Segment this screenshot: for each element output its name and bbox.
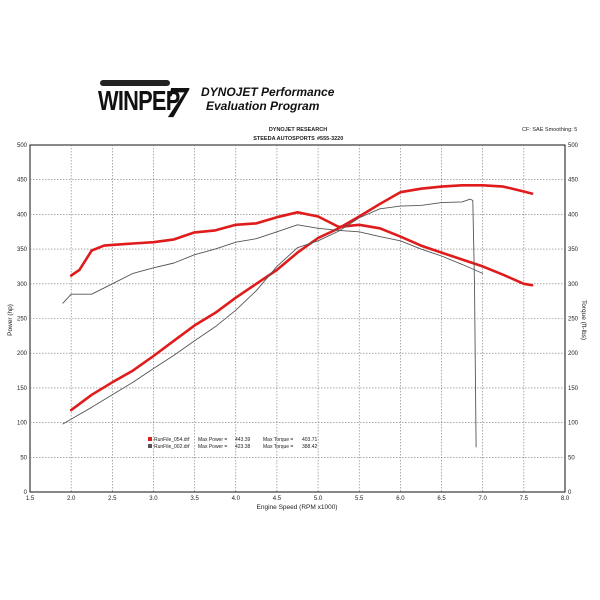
y-tick-label-right: 350 (568, 247, 579, 253)
settings-label: CF: SAE Smoothing: 5 (522, 127, 577, 133)
y-tick-label-right: 50 (568, 455, 575, 461)
y-tick-label-right: 150 (568, 386, 579, 392)
y-tick-label-left: 400 (17, 212, 28, 218)
y-tick-label-left: 150 (17, 386, 28, 392)
y-tick-label-right: 300 (568, 282, 579, 288)
x-tick-label: 4.0 (232, 496, 241, 502)
y-tick-labels-right: 0 50 100 150 200 250 300 350 400 450 500 (568, 143, 579, 496)
x-tick-label: 6.0 (396, 496, 405, 502)
y-tick-label-left: 350 (17, 247, 28, 253)
legend-maxpower-2: 423.38 (235, 444, 251, 450)
y-tick-label-left: 50 (20, 455, 27, 461)
y-tick-label-right: 100 (568, 421, 579, 427)
logo-wordmark: WINPEP (98, 85, 180, 116)
y-tick-label-right: 200 (568, 351, 579, 357)
x-tick-label: 7.0 (479, 496, 488, 502)
legend-file-1: RunFile_054.drf (154, 437, 190, 443)
y-tick-label-left: 450 (17, 178, 28, 184)
legend-maxtorque-label-1: Max Torque = (263, 437, 293, 443)
legend-maxpower-label-1: Max Power = (198, 437, 227, 443)
logo-seven: 7 (166, 78, 188, 127)
x-tick-label: 3.5 (190, 496, 199, 502)
y-axis-label-left: Power (hp) (7, 304, 14, 336)
winpep-logo: WINPEP 7 DYNOJET Performance Evaluation … (98, 75, 348, 130)
legend-swatch-red (148, 437, 152, 441)
logo-swoosh (100, 80, 170, 86)
x-tick-label: 2.5 (108, 496, 117, 502)
x-tick-label: 4.5 (273, 496, 282, 502)
y-tick-label-right: 400 (568, 212, 579, 218)
y-tick-label-left: 250 (17, 317, 28, 323)
legend-maxtorque-1: 403.71 (302, 437, 318, 443)
y-tick-label-left: 300 (17, 282, 28, 288)
y-tick-label-right: 0 (568, 490, 572, 496)
shop-label: STEEDA AUTOSPORTS (253, 136, 315, 142)
legend-maxtorque-label-2: Max Torque = (263, 444, 293, 450)
y-tick-labels-left: 0 50 100 150 200 250 300 350 400 450 500 (17, 143, 28, 496)
y-tick-label-left: 200 (17, 351, 28, 357)
series-line-gray-torque (62, 224, 484, 304)
y-tick-label-left: 100 (17, 421, 28, 427)
brand-subtitle: Evaluation Program (206, 99, 320, 113)
x-tick-label: 3.0 (149, 496, 158, 502)
y-tick-label-right: 500 (568, 143, 579, 149)
legend-swatch-gray (148, 444, 152, 448)
legend-file-2: RunFile_002.drf (154, 444, 190, 450)
series-line-gray-power (62, 198, 477, 448)
x-tick-label: 8.0 (561, 496, 570, 502)
research-label: DYNOJET RESEARCH (269, 127, 327, 133)
x-tick-label: 6.5 (437, 496, 446, 502)
phone-label: #555-3220 (317, 136, 343, 142)
x-tick-labels: 1.5 2.0 2.5 3.0 3.5 4.0 4.5 5.0 5.5 6.0 6.5 7.0 7.5 8… (26, 496, 570, 502)
series-line-red-torque (69, 211, 534, 287)
y-tick-label-right: 450 (568, 178, 579, 184)
x-tick-label: 5.5 (355, 496, 364, 502)
y-axis-label-right: Torque (ft-lbs) (580, 300, 587, 340)
series-layer (62, 184, 534, 448)
y-tick-label-left: 500 (17, 143, 28, 149)
x-tick-label: 1.5 (26, 496, 35, 502)
y-tick-label-right: 250 (568, 317, 579, 323)
legend-maxtorque-2: 388.42 (302, 444, 318, 450)
brand-title: DYNOJET Performance (201, 85, 335, 99)
x-tick-label: 2.0 (67, 496, 76, 502)
series-line-red-power (69, 184, 534, 412)
grid (29, 144, 566, 493)
legend: RunFile_054.drf Max Power = 443.39 Max T… (148, 437, 318, 450)
legend-maxpower-1: 443.39 (235, 437, 251, 443)
y-tick-label-left: 0 (24, 490, 28, 496)
legend-maxpower-label-2: Max Power = (198, 444, 227, 450)
x-tick-label: 5.0 (314, 496, 323, 502)
x-axis-label: Engine Speed (RPM x1000) (257, 504, 338, 511)
x-tick-label: 7.5 (520, 496, 529, 502)
